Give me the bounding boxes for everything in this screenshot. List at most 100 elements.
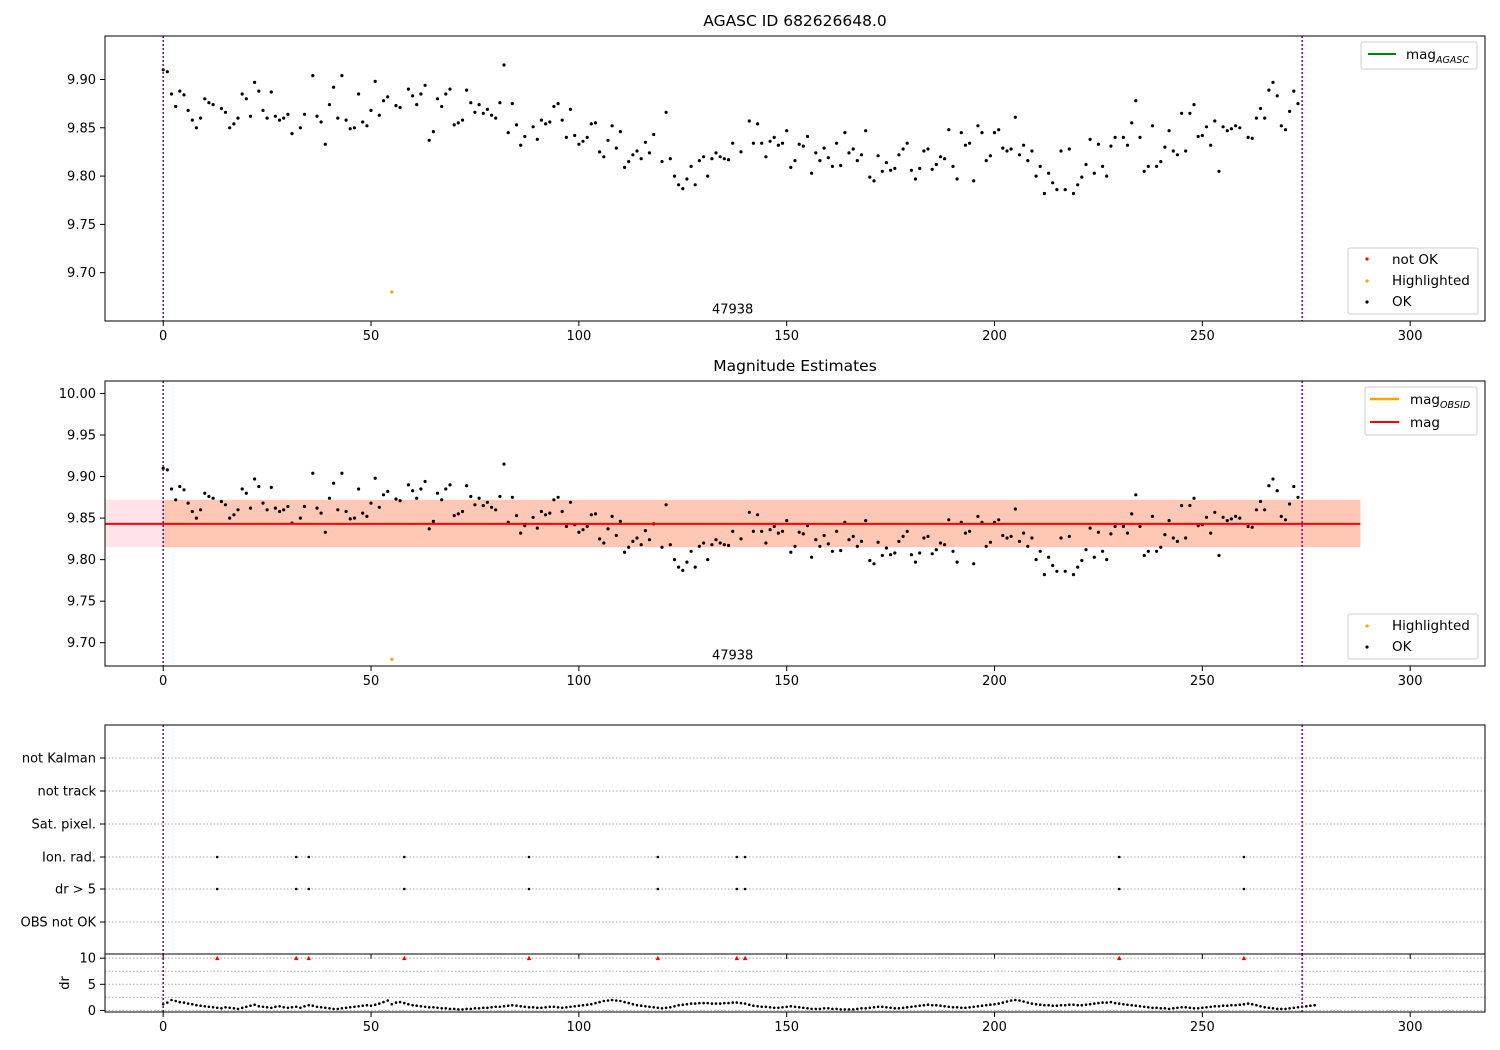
dr-point-24: [261, 1005, 265, 1009]
dr-point-44: [344, 1006, 348, 1010]
legend-highlighted: Highlighted: [1392, 273, 1470, 289]
dr-point-90: [536, 1006, 539, 1010]
p2-ok-point-257: [1275, 489, 1279, 493]
p2-ok-point-1: [165, 468, 169, 472]
p2-ok-point-206: [1055, 569, 1059, 573]
p1-ok-point-225: [1138, 135, 1142, 139]
dr-point-165: [847, 1008, 851, 1011]
p1-ok-point-187: [976, 124, 980, 128]
dr-point-225: [1097, 1001, 1100, 1005]
p1-ok-point-238: [1192, 103, 1196, 107]
p1-ok-point-159: [859, 153, 864, 157]
p2-ok-point-59: [427, 527, 431, 531]
p1-ok-point-19: [244, 97, 248, 101]
p2-ok-point-199: [1026, 544, 1030, 548]
flag-point-3-8: [1117, 855, 1121, 859]
p2-ok-point-198: [1022, 531, 1026, 535]
p1-ok-point-18: [240, 92, 244, 96]
dr-point-160: [827, 1007, 830, 1010]
p1-ok-point-27: [278, 118, 282, 122]
p2-ok-point-117: [677, 565, 681, 569]
dr-point-199: [989, 1003, 992, 1006]
p1-ok-point-199: [1026, 159, 1030, 163]
p2-ok-point-196: [1013, 507, 1017, 511]
p1-ok-point-52: [394, 104, 398, 108]
p1-ok-point-86: [544, 122, 548, 126]
p2-ok-point-169: [901, 534, 905, 539]
dr-point-105: [598, 1000, 601, 1004]
p1-ok-point-79: [510, 102, 514, 106]
p2-ok-point-211: [1076, 565, 1080, 569]
p2-ok-point-75: [494, 508, 498, 512]
dr-point-193: [964, 1006, 967, 1010]
dr-point-124: [677, 1003, 680, 1007]
dr-point-167: [856, 1007, 859, 1011]
dr-point-62: [419, 1005, 423, 1008]
dr-point-182: [918, 1004, 921, 1007]
dr-point-1: [166, 1001, 169, 1004]
dr-point-175: [889, 1006, 892, 1010]
p1-ok-point-59: [427, 138, 431, 142]
p1-ok-point-109: [639, 157, 643, 161]
dr-point-276: [1309, 1004, 1312, 1007]
p1-ok-point-182: [955, 177, 959, 181]
p1-ok-point-217: [1101, 164, 1105, 168]
p2-ok-point-57: [419, 487, 423, 491]
dr-point-234: [1134, 1004, 1138, 1007]
p1-ok-point-145: [801, 144, 805, 148]
dr-point-92: [544, 1006, 547, 1009]
dr-point-5: [182, 1001, 186, 1004]
p1-ok-point-67: [460, 118, 465, 122]
panel2-point-legend: Highlighted OK: [1347, 613, 1479, 660]
p2-ok-point-56: [415, 496, 419, 500]
p1-ok-point-121: [693, 183, 697, 187]
p2-ok-point-189: [984, 544, 988, 548]
p1-ok-point-97: [589, 122, 593, 126]
dr-point-28: [278, 1005, 281, 1008]
p2-ok-point-64: [448, 483, 452, 487]
dr-point-85: [515, 1004, 518, 1007]
dr-point-224: [1093, 1002, 1096, 1005]
p1-ok-point-239: [1196, 134, 1200, 139]
dr-point-212: [1043, 1003, 1046, 1007]
dr-point-84: [511, 1003, 514, 1007]
p1-ok-point-5: [182, 93, 186, 97]
dr-point-173: [881, 1005, 884, 1009]
p1-ok-point-252: [1254, 116, 1258, 120]
dr-point-213: [1047, 1003, 1050, 1007]
p2-xtick-label-100: 100: [566, 674, 591, 689]
p1-ok-point-139: [776, 143, 781, 147]
dr-point-171: [872, 1006, 876, 1009]
dr-point-152: [793, 1005, 797, 1009]
p2-ok-point-69: [469, 494, 473, 499]
dr-point-149: [781, 1006, 784, 1009]
p2-ok-point-113: [660, 545, 664, 549]
legend-mag-obsid: mag: [1410, 392, 1440, 408]
dr-point-74: [469, 1007, 473, 1011]
dr-point-227: [1105, 1001, 1108, 1004]
p2-ok-point-143: [793, 544, 797, 548]
dr-point-232: [1126, 1003, 1129, 1006]
p1-ok-point-32: [302, 112, 307, 116]
p1-ok-point-152: [830, 164, 835, 168]
p2-ok-point-159: [859, 539, 864, 544]
p1-ok-point-70: [473, 110, 477, 114]
p1-ok-point-216: [1096, 142, 1100, 146]
p1-ok-point-112: [652, 132, 656, 137]
p2-ok-point-187: [976, 514, 980, 519]
p2-ok-point-37: [327, 496, 332, 500]
p2-ok-point-227: [1146, 549, 1150, 553]
p1-ok-point-58: [423, 83, 427, 87]
p1-ok-point-262: [1296, 102, 1300, 106]
dr-point-148: [777, 1006, 780, 1010]
p2-ok-point-92: [568, 500, 573, 504]
dr-point-88: [527, 1006, 531, 1009]
flags-panel: not Kalman not track Sat. pixel. Ion. rad. d…: [21, 724, 1486, 959]
dr-point-169: [864, 1007, 867, 1010]
p2-ok-point-100: [602, 541, 606, 545]
p2-ok-point-152: [830, 549, 835, 553]
p2-ok-point-134: [756, 513, 760, 517]
p1-ok-point-194: [1005, 149, 1009, 153]
dr-point-93: [548, 1005, 552, 1009]
dr-point-75: [473, 1007, 477, 1010]
